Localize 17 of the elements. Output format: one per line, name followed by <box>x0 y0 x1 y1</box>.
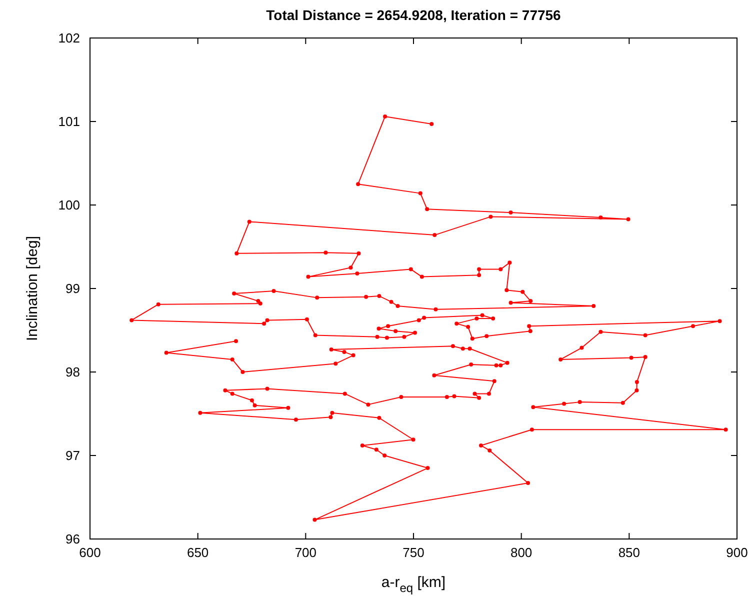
x-tick-label: 650 <box>186 545 209 560</box>
x-tick-label: 700 <box>294 545 317 560</box>
y-tick-label: 100 <box>58 198 80 212</box>
y-tick-label: 101 <box>58 114 80 129</box>
y-tick-label: 96 <box>66 532 80 546</box>
y-tick-label: 102 <box>58 30 80 46</box>
x-tick-label: 750 <box>402 545 424 560</box>
chart-title: Total Distance = 2654.9208, Iteration = 77756 <box>266 7 562 23</box>
y-tick-label: 97 <box>66 448 80 463</box>
x-tick-label: 900 <box>726 545 748 560</box>
x-axis-title: a-r$_{eq}$ [km] <box>381 574 446 595</box>
y-axis-title: Inclination [deg] <box>24 236 41 342</box>
y-tick-label: 99 <box>66 281 80 296</box>
y-tick-label: 98 <box>66 364 80 380</box>
x-tick-label: 850 <box>618 545 640 560</box>
x-tick-label: 800 <box>510 545 532 560</box>
x-tick-label: 600 <box>79 545 101 560</box>
